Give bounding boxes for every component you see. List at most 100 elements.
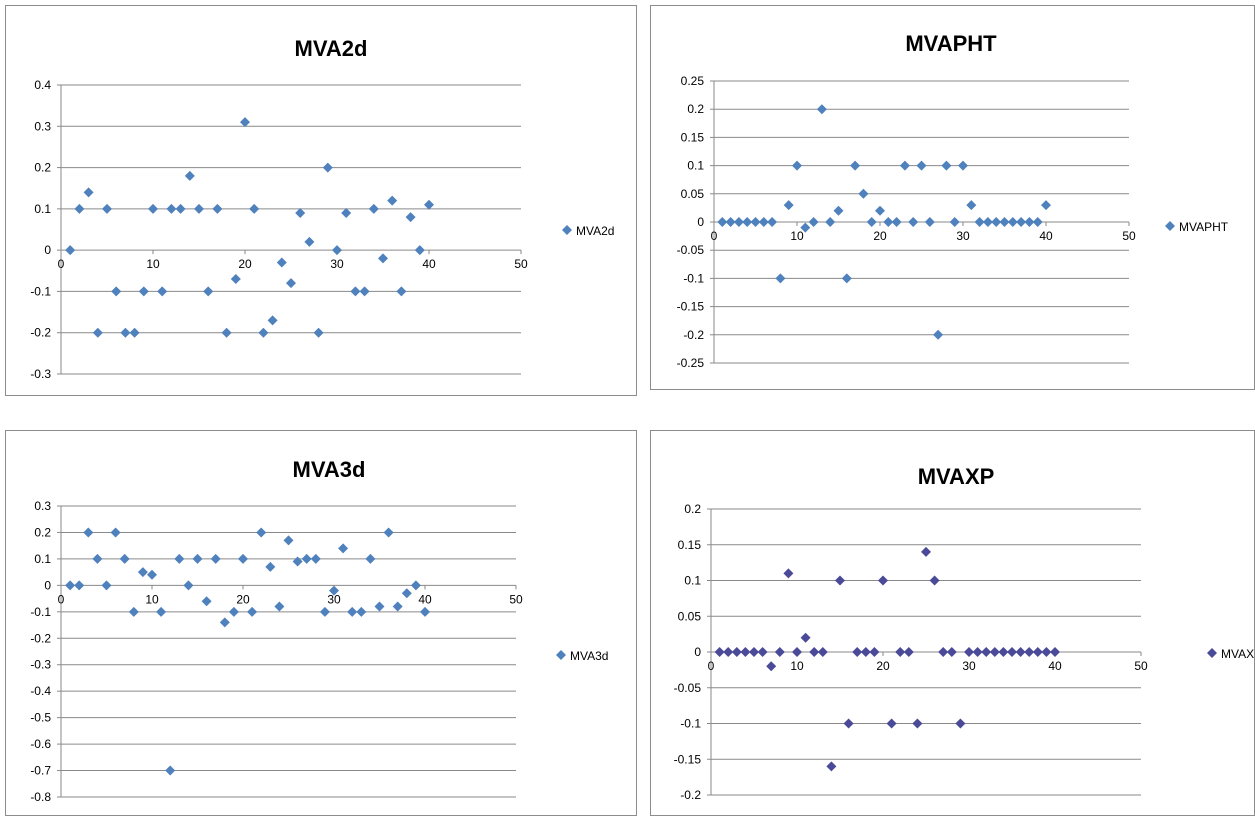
x-tick-label: 30 bbox=[327, 592, 341, 606]
mvaxp-data-point bbox=[912, 718, 923, 729]
y-tick-label: -0.4 bbox=[30, 684, 51, 698]
mvapht-data-point bbox=[717, 217, 728, 227]
x-tick-label: 0 bbox=[58, 257, 65, 271]
mvaxp-data-point bbox=[809, 647, 820, 657]
x-tick-label: 40 bbox=[422, 257, 436, 271]
mva2d-data-point bbox=[295, 207, 306, 218]
y-tick-label: -0.7 bbox=[30, 764, 51, 778]
mvaxp-data-point bbox=[792, 647, 802, 657]
mva2d-data-point bbox=[83, 187, 94, 198]
mva2d-data-point bbox=[387, 195, 398, 206]
mvaxp-data-point bbox=[731, 647, 742, 657]
mva3d-data-point bbox=[174, 553, 185, 564]
mva3d-data-point bbox=[238, 553, 248, 564]
y-tick-label: -0.2 bbox=[30, 326, 51, 340]
mvaxp-data-point bbox=[955, 718, 966, 729]
mvaxp-data-point bbox=[774, 647, 785, 657]
y-tick-label: -0.15 bbox=[674, 752, 702, 766]
x-tick-label: 20 bbox=[238, 257, 252, 271]
mva2d-data-point bbox=[175, 203, 186, 214]
mvaxp-data-point bbox=[749, 647, 759, 657]
mva3d-data-point bbox=[192, 553, 203, 564]
x-tick-label: 30 bbox=[956, 229, 970, 243]
chart-panel-mvapht: MVAPHT 0.25 0.2 0.15 0.1 0.05 0 -0.05 -0.1 -0.15… bbox=[650, 5, 1255, 390]
mva3d-data-point bbox=[347, 606, 358, 617]
mva3d-data-point bbox=[310, 553, 321, 564]
mva3d-data-point bbox=[383, 527, 394, 538]
chart-panel-mva2d: MVA2d 0.4 0.3 0.2 0.1 0 -0.1 -0.2 -0.3 0 10 20 30 40… bbox=[5, 5, 637, 396]
y-tick-label: -0.6 bbox=[30, 737, 51, 751]
mvaxp-chart-svg: MVAXP 0.20.150.10.050-0.05-0.1-0.15-0.20… bbox=[674, 464, 1255, 802]
mvapht-data-point bbox=[800, 222, 811, 233]
y-tick-label: -0.8 bbox=[30, 790, 51, 804]
mva2d-data-point bbox=[267, 315, 278, 326]
mva2d-data-point bbox=[129, 327, 140, 338]
y-tick-label: -0.2 bbox=[683, 328, 704, 342]
mvapht-chart-svg: MVAPHT 0.25 0.2 0.15 0.1 0.05 0 -0.05 -0.1 -0.15… bbox=[677, 31, 1229, 370]
x-tick-label: 0 bbox=[708, 659, 715, 673]
mvaxp-data-point bbox=[972, 647, 983, 657]
mva2d-data-point bbox=[65, 245, 76, 256]
mva3d-data-point bbox=[74, 580, 85, 591]
mva2d-data-point bbox=[148, 203, 158, 214]
mva2d-data-point bbox=[166, 203, 177, 214]
x-tick-label: 20 bbox=[873, 229, 887, 243]
mvaxp-data-point bbox=[1015, 647, 1026, 657]
x-tick-label: 50 bbox=[509, 592, 523, 606]
mvapht-data-point bbox=[899, 160, 910, 171]
mvaxp-data-point bbox=[783, 568, 794, 579]
mva3d-data-point bbox=[283, 535, 294, 546]
chart-legend-mva3d: MVA3d bbox=[556, 649, 608, 663]
mvapht-data-point bbox=[783, 200, 794, 211]
mvapht-data-point bbox=[733, 217, 744, 227]
y-tick-label: -0.05 bbox=[674, 681, 702, 695]
x-tick-label: 10 bbox=[790, 229, 804, 243]
mvaxp-data-point bbox=[946, 647, 957, 657]
y-tick-label: -0.1 bbox=[680, 717, 701, 731]
legend-label-mva2d: MVA2d bbox=[576, 224, 614, 238]
mva2d-data-point bbox=[424, 199, 434, 210]
y-tick-label: 0.1 bbox=[687, 159, 704, 173]
mvaxp-data-point bbox=[921, 546, 931, 557]
y-tick-label: 0.2 bbox=[34, 161, 51, 175]
mva2d-data-point bbox=[203, 286, 214, 297]
mvapht-data-point bbox=[949, 217, 960, 227]
mva3d-data-point bbox=[265, 561, 276, 572]
mva3d-data-point bbox=[201, 596, 212, 607]
mva2d-data-point bbox=[212, 203, 223, 214]
mva2d-data-point bbox=[286, 278, 296, 289]
y-tick-label: 0.2 bbox=[34, 525, 51, 539]
mvapht-data-point bbox=[841, 273, 852, 284]
mvaxp-data-point bbox=[1007, 647, 1017, 657]
mva2d-data-point bbox=[313, 327, 324, 338]
y-tick-label: 0.05 bbox=[678, 609, 702, 623]
mva3d-data-point bbox=[247, 606, 258, 617]
y-tick-label: 0.15 bbox=[678, 538, 702, 552]
mvapht-data-point bbox=[758, 217, 769, 227]
y-tick-label: 0.1 bbox=[684, 574, 701, 588]
mvaxp-data-point bbox=[800, 632, 811, 643]
chart-legend-mva2d: MVA2d bbox=[562, 224, 614, 238]
mvapht-data-point bbox=[924, 217, 935, 227]
mva3d-chart-svg: MVA3d 0.3 0.2 0.1 0 -0.1 -0.2 -0.3 -0.4 -0.5 -0.6… bbox=[30, 457, 608, 804]
y-tick-label: 0.2 bbox=[687, 102, 704, 116]
x-tick-label: 10 bbox=[790, 659, 804, 673]
mva3d-data-point bbox=[356, 606, 367, 617]
mvapht-data-point bbox=[750, 217, 761, 227]
mva3d-data-point bbox=[165, 765, 176, 776]
mva2d-data-point bbox=[341, 207, 352, 218]
mvaxp-data-point bbox=[835, 575, 845, 586]
y-tick-label: 0.25 bbox=[681, 74, 705, 88]
mvaxp-data-point bbox=[740, 647, 751, 657]
mva3d-data-point bbox=[365, 553, 376, 564]
mvaxp-data-point bbox=[714, 647, 725, 657]
mvaxp-data-point bbox=[878, 575, 888, 586]
mva3d-data-point bbox=[292, 556, 303, 567]
x-tick-label: 40 bbox=[1039, 229, 1053, 243]
y-tick-label: 0.05 bbox=[681, 187, 705, 201]
mva3d-data-point bbox=[101, 580, 112, 591]
mva2d-data-point bbox=[332, 245, 342, 256]
mva3d-data-point bbox=[210, 553, 221, 564]
mva2d-data-point bbox=[405, 212, 416, 223]
mva3d-data-point bbox=[83, 527, 94, 538]
